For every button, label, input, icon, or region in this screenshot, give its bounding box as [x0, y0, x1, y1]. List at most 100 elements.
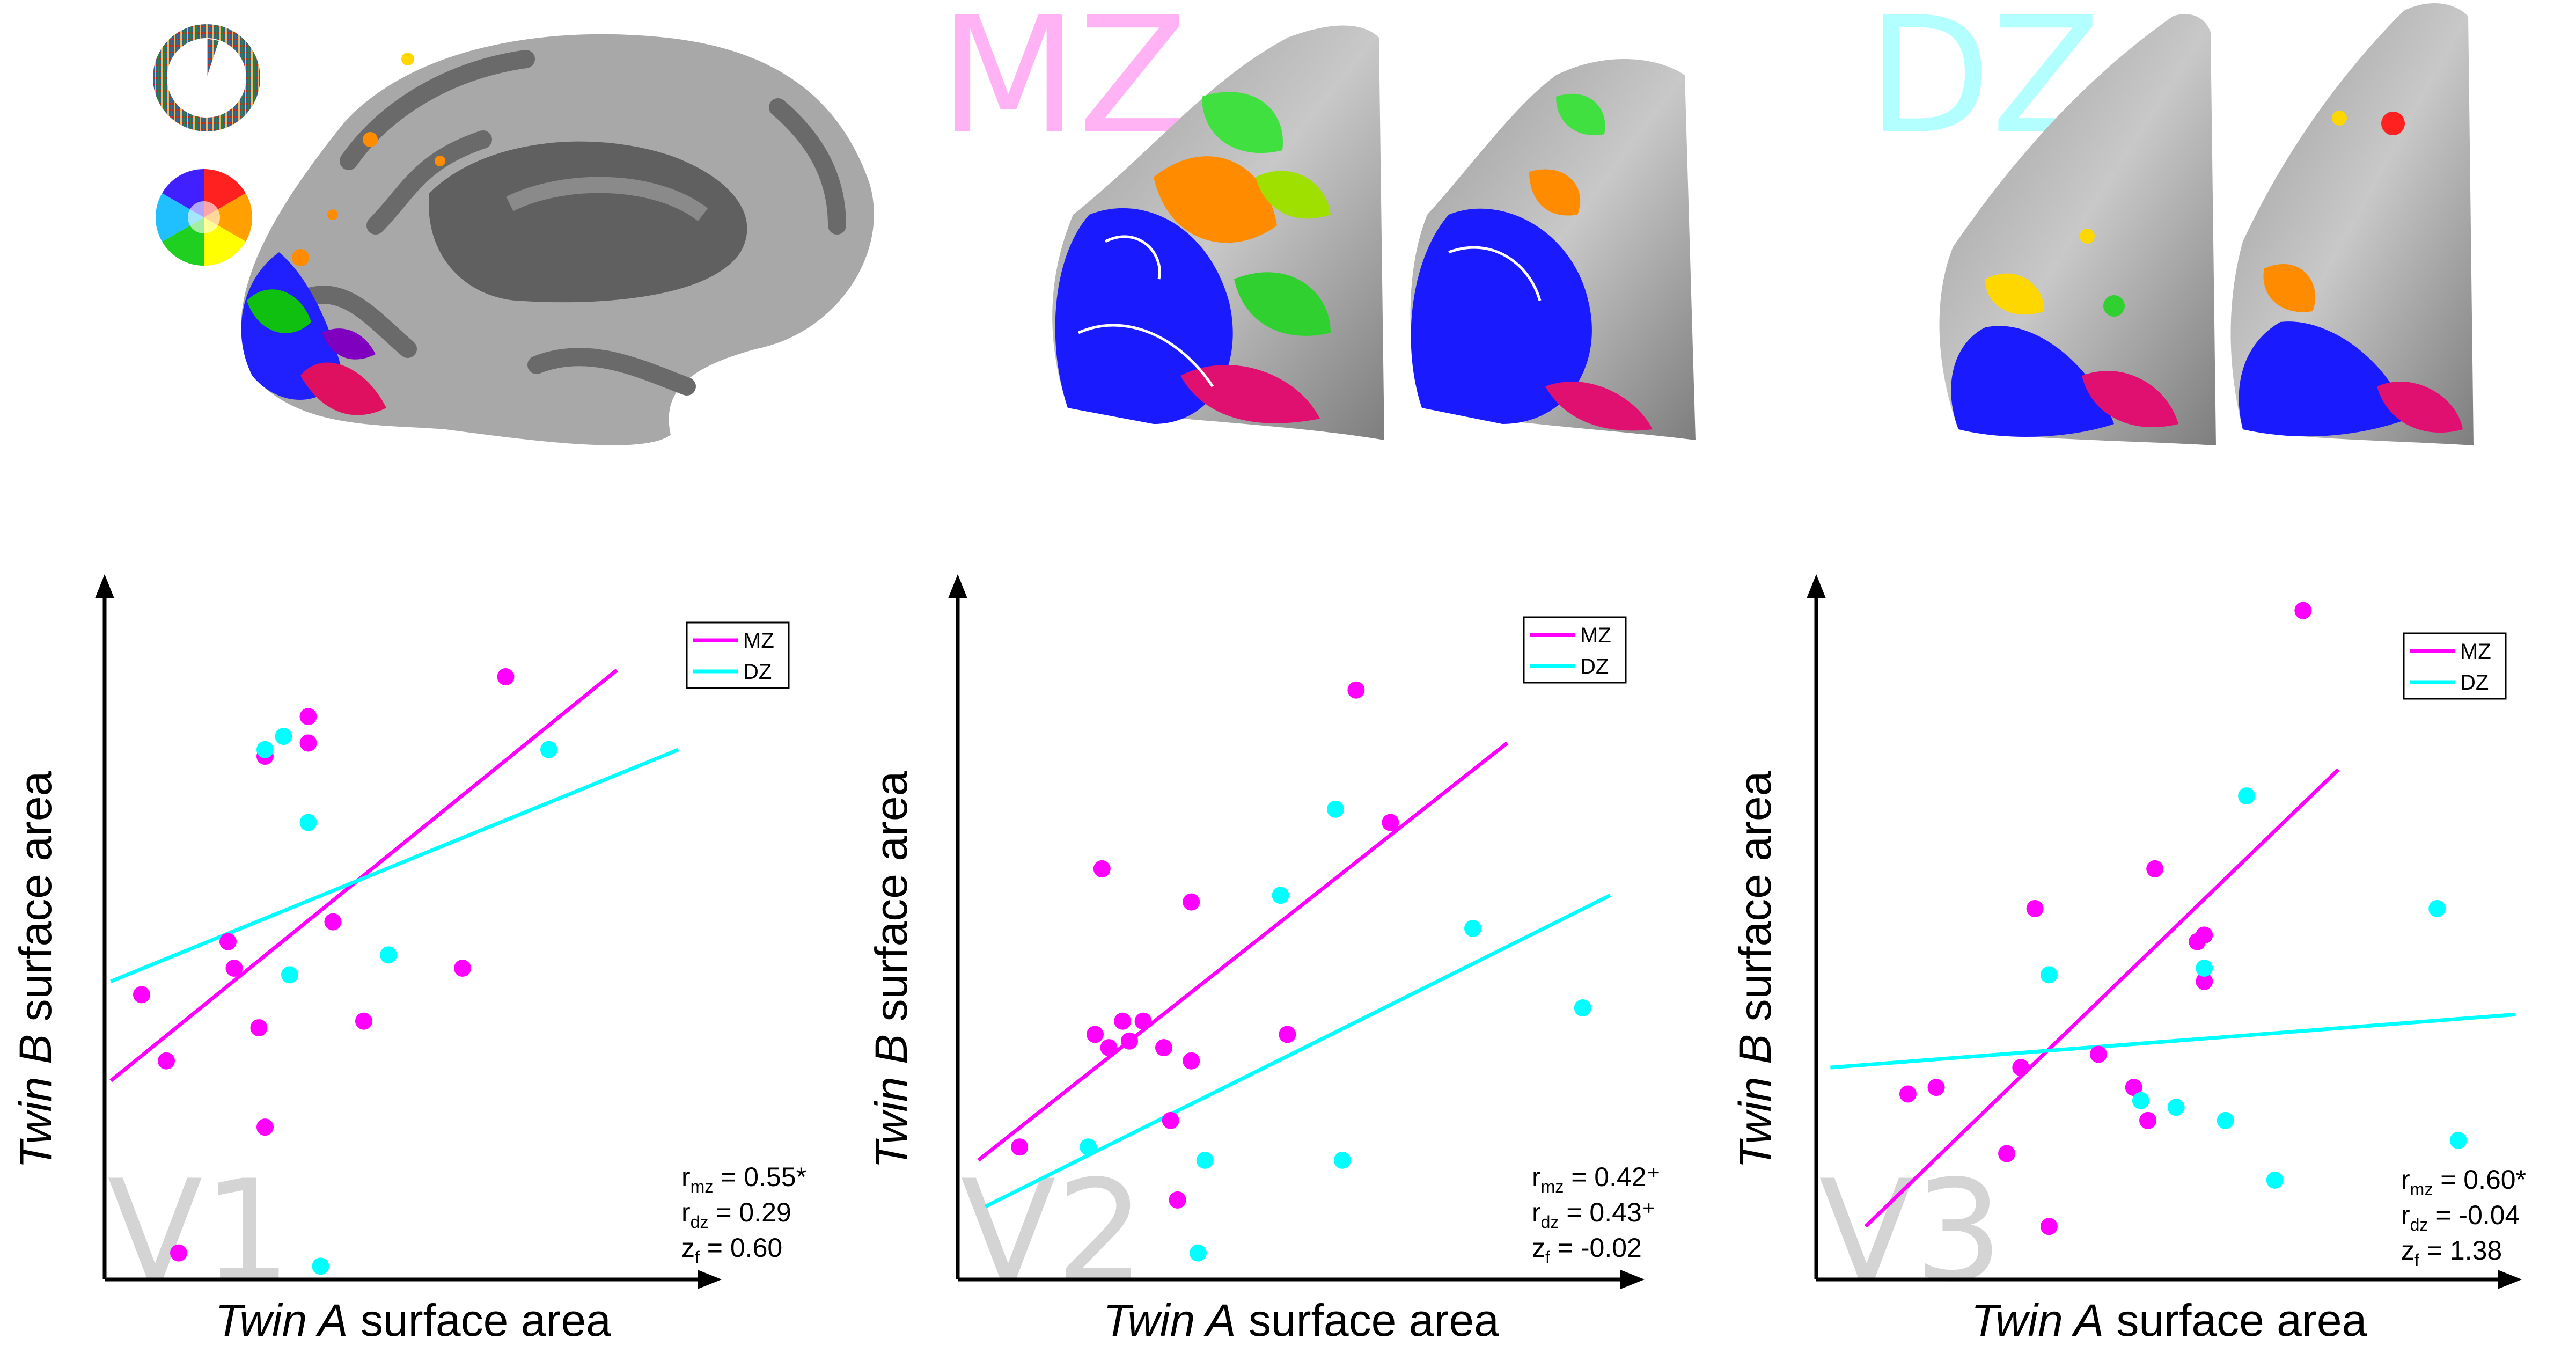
data-point-mz — [1087, 1026, 1104, 1043]
data-point-dz — [312, 1257, 329, 1275]
x-axis-arrow — [2498, 1270, 2522, 1289]
legend-box — [1523, 616, 1627, 684]
x-axis-label: Twin A surface area — [215, 1295, 611, 1345]
data-point-mz — [1162, 1111, 1179, 1129]
data-point-dz — [2132, 1092, 2149, 1109]
data-point-dz — [2040, 966, 2058, 984]
data-point-dz — [2449, 1131, 2467, 1149]
data-point-mz — [1998, 1145, 2016, 1162]
data-point-dz — [1272, 887, 1289, 904]
panel-label: V1 — [107, 1151, 291, 1313]
fit-line-dz — [110, 748, 679, 983]
stat-rmz: rmz = 0.60* — [2401, 1165, 2526, 1199]
data-point-mz — [2196, 926, 2213, 944]
data-point-mz — [2125, 1079, 2142, 1096]
data-point-mz — [225, 960, 243, 977]
data-point-mz — [250, 1019, 268, 1037]
stat-rmz: rmz = 0.42⁺ — [1532, 1162, 1661, 1196]
chart-legend: MZ DZ — [1523, 616, 1627, 684]
top-legend-icons — [153, 24, 260, 266]
group-title-mz: MZ — [939, 0, 1188, 170]
data-point-dz — [380, 946, 397, 964]
data-point-mz — [1134, 1012, 1152, 1030]
data-point-mz — [219, 933, 237, 950]
data-point-dz — [2196, 960, 2213, 977]
legend-box — [686, 621, 790, 689]
flatmap-dz-twin-b — [2230, 3, 2474, 446]
data-point-dz — [2217, 1111, 2234, 1129]
stat-rdz: rdz = 0.29 — [681, 1197, 791, 1232]
data-point-dz — [1190, 1244, 1207, 1262]
data-point-mz — [2294, 602, 2312, 619]
data-point-mz — [1183, 1052, 1200, 1070]
legend-label-mz: MZ — [743, 629, 774, 653]
data-point-mz — [256, 1118, 274, 1136]
data-point-mz — [1121, 1032, 1138, 1050]
data-point-dz — [540, 741, 557, 758]
medial-brain-surface — [241, 34, 874, 445]
data-point-dz — [2238, 787, 2256, 805]
legend-label-mz: MZ — [1580, 624, 1611, 647]
data-point-dz — [1327, 800, 1344, 818]
y-axis-label: Twin B surface area — [866, 771, 916, 1168]
data-point-mz — [1100, 1039, 1118, 1057]
color-wheel-icon — [155, 169, 253, 266]
y-axis-label: Twin B surface area — [10, 771, 61, 1168]
data-point-mz — [299, 708, 317, 726]
data-point-mz — [158, 1052, 175, 1070]
legend-label-dz: DZ — [2460, 671, 2489, 694]
stat-zf: zf = -0.02 — [1532, 1233, 1642, 1267]
stat-rdz: rdz = 0.43⁺ — [1532, 1197, 1656, 1232]
panel-label: V2 — [960, 1151, 1144, 1313]
x-axis-label: Twin A surface area — [1103, 1295, 1499, 1345]
data-point-dz — [2266, 1171, 2284, 1189]
fit-line-mz — [109, 669, 618, 1082]
data-point-dz — [281, 966, 298, 984]
y-axis-arrow — [1807, 574, 1826, 598]
stat-rmz: rmz = 0.55* — [681, 1162, 806, 1196]
flatmap-dz-twin-a — [1939, 14, 2216, 445]
data-point-mz — [2090, 1045, 2107, 1063]
data-point-mz — [497, 668, 515, 686]
x-axis-arrow — [698, 1270, 722, 1289]
legend-box — [2403, 632, 2507, 700]
data-point-mz — [324, 913, 342, 931]
panel-label: V3 — [1819, 1151, 2003, 1313]
data-point-mz — [170, 1244, 187, 1262]
data-point-dz — [1196, 1151, 1214, 1169]
data-point-mz — [1899, 1085, 1917, 1103]
data-point-mz — [454, 960, 471, 977]
data-point-mz — [1347, 681, 1365, 699]
y-axis-arrow — [948, 574, 967, 598]
y-axis-label: Twin B surface area — [1730, 771, 1780, 1168]
legend-label-mz: MZ — [2460, 640, 2491, 663]
fit-line-dz — [1830, 1012, 2515, 1070]
chart-legend: MZ DZ — [686, 621, 790, 689]
data-point-mz — [2139, 1111, 2157, 1129]
fit-line-dz — [984, 894, 1611, 1209]
data-point-mz — [1093, 860, 1111, 877]
data-point-dz — [1080, 1138, 1097, 1156]
flatmap-mz-twin-a — [1052, 25, 1384, 440]
data-point-mz — [1169, 1191, 1186, 1209]
data-point-mz — [1114, 1012, 1132, 1030]
data-point-mz — [2026, 899, 2044, 917]
data-point-mz — [1279, 1026, 1296, 1043]
data-point-dz — [256, 741, 274, 758]
data-point-dz — [1333, 1151, 1351, 1169]
data-point-mz — [1382, 814, 1399, 831]
data-point-dz — [299, 814, 317, 831]
stat-zf: zf = 1.38 — [2401, 1235, 2502, 1270]
x-axis-arrow — [1620, 1270, 1645, 1289]
stat-zf: zf = 0.60 — [681, 1233, 782, 1267]
legend-label-dz: DZ — [743, 660, 772, 684]
data-point-dz — [1574, 999, 1591, 1017]
data-point-mz — [2196, 972, 2213, 990]
data-point-dz — [275, 728, 292, 745]
y-axis-arrow — [95, 574, 114, 598]
data-point-mz — [1011, 1138, 1029, 1156]
data-point-dz — [2428, 899, 2446, 917]
